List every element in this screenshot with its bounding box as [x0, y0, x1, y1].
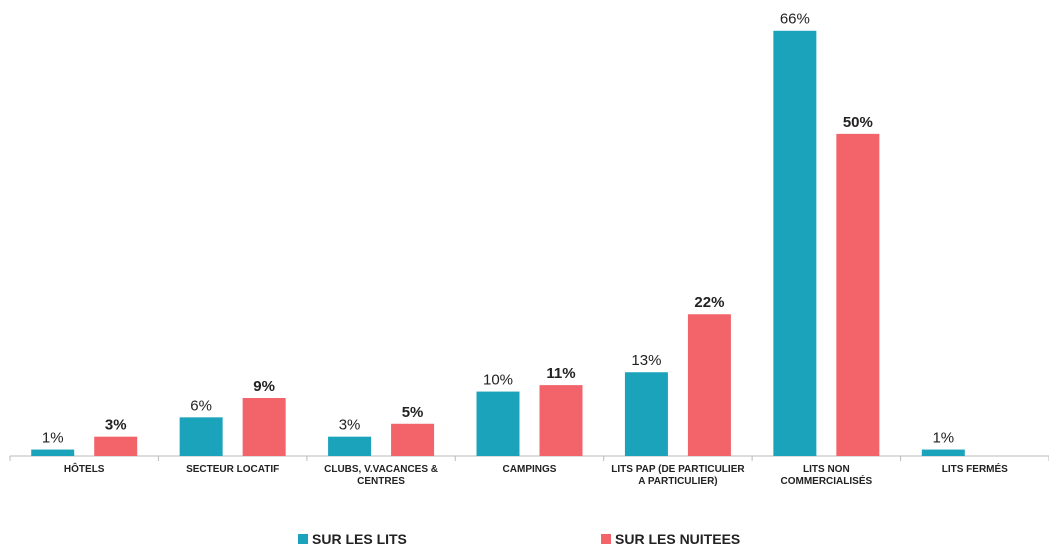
bar — [921, 449, 965, 456]
bar — [539, 385, 583, 456]
legend-item: SUR LES LITS — [298, 531, 407, 547]
data-label: 6% — [190, 397, 212, 414]
data-label: 11% — [546, 365, 575, 382]
data-label: 10% — [483, 372, 513, 389]
bar — [242, 398, 286, 456]
bar — [476, 391, 520, 456]
data-label: 3% — [105, 417, 127, 434]
bar — [179, 417, 223, 456]
data-label: 13% — [631, 352, 661, 369]
legend-swatch — [601, 534, 611, 544]
data-label: 9% — [253, 378, 275, 395]
data-label: 1% — [42, 430, 64, 447]
bar — [624, 372, 668, 456]
x-tick-label: LITS NON COMMERCIALISÉS — [780, 464, 873, 487]
x-tick-label: CAMPINGS — [502, 464, 557, 475]
bar — [836, 133, 880, 456]
x-tick-label: LITS PAP (DE PARTICULIER A PARTICULIER) — [611, 464, 745, 487]
data-label: 22% — [694, 294, 724, 311]
x-tick-label: LITS FERMÉS — [941, 464, 1008, 475]
x-tick-label: HÔTELS — [63, 464, 105, 475]
x-tick-label: SECTEUR LOCATIF — [186, 464, 280, 475]
data-label: 1% — [932, 430, 954, 447]
data-label: 50% — [843, 114, 873, 131]
bar — [687, 314, 731, 456]
legend-item: SUR LES NUITEES — [601, 531, 740, 547]
x-tick-label: CLUBS, V.VACANCES & CENTRES — [324, 464, 439, 487]
legend-label: SUR LES LITS — [312, 531, 407, 547]
bar — [773, 30, 817, 457]
data-label: 5% — [402, 404, 424, 421]
bar — [328, 436, 372, 456]
bar — [31, 449, 75, 456]
legend-swatch — [298, 534, 308, 544]
data-label: 3% — [339, 417, 361, 434]
bar — [94, 436, 138, 456]
bar — [391, 423, 435, 456]
legend-label: SUR LES NUITEES — [615, 531, 741, 547]
data-label: 66% — [780, 11, 810, 28]
